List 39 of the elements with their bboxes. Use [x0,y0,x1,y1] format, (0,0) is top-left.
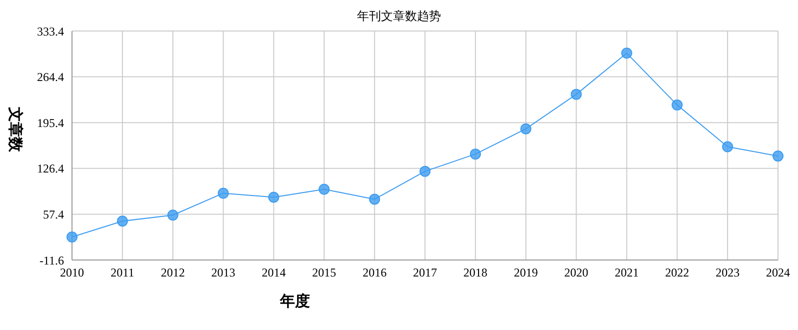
point [570,88,582,100]
x-tick-label: 2014 [262,266,286,280]
x-tick-label: 2012 [160,266,185,280]
x-tick-label: 2019 [514,266,538,280]
point [318,184,330,195]
y-tick-label: 126.4 [37,162,64,176]
y-tick-label: 264.4 [37,70,64,84]
x-tick-label: 2023 [716,266,740,280]
point [218,188,229,199]
x-tick-label: 2024 [766,266,790,280]
x-tick-label: 2017 [413,266,437,280]
y-axis-title: 文章数 [6,106,24,154]
point [621,48,632,59]
point [116,216,128,227]
x-tick-label: 2022 [665,266,690,280]
point [672,99,683,110]
point [369,194,380,205]
point [420,166,430,177]
y-tick-label: 57.4 [43,207,64,222]
x-tick-label: 2018 [463,266,488,280]
point [268,192,280,203]
x-tick-label: 2013 [211,266,236,280]
x-tick-label: 2011 [110,266,134,280]
y-tick-label: 333.4 [37,24,64,38]
x-tick-label: 2016 [362,266,387,280]
x-tick-label: 2015 [312,266,336,280]
point [167,210,178,221]
point [722,141,734,152]
x-axis-title: 年度 [280,292,310,311]
y-tick-label: 195.4 [37,116,64,130]
x-tick-label: 2021 [614,266,639,280]
point [470,148,481,160]
x-tick-label: 2010 [60,266,84,280]
x-tick-label: 2020 [564,266,588,280]
y-tick-label: -11.6 [39,253,64,268]
point [520,123,532,134]
chart-title: 年刊文章数趋势 [356,8,442,25]
point [66,232,78,243]
point [772,150,784,162]
